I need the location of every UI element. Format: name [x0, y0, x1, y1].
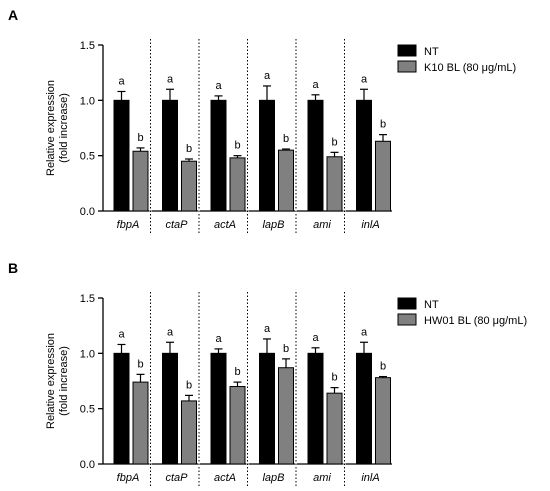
y-tick-label: 0.0	[80, 459, 95, 471]
bar-treated	[229, 157, 246, 212]
y-tick-label: 0.0	[80, 206, 95, 218]
bar-treated	[326, 392, 343, 465]
bar-treated	[278, 149, 294, 212]
significance-letter: b	[186, 143, 192, 155]
significance-letter: a	[361, 73, 368, 85]
x-category-label: ctaP	[165, 472, 188, 484]
panel-label: A	[8, 7, 18, 23]
bar-treated	[229, 386, 246, 465]
bar-nt	[307, 99, 324, 212]
bar-treated	[132, 150, 149, 212]
significance-letter: b	[380, 361, 386, 373]
bar-nt	[356, 99, 372, 212]
chart-panel-b: B 0.0 0.5 1.0 1.5 Relative expression (fold in…	[8, 260, 527, 486]
x-category-label: actA	[214, 472, 236, 484]
bar-nt	[162, 99, 178, 212]
y-axis-title-line2: (fold increase)	[58, 93, 70, 163]
bar-treated	[181, 400, 197, 465]
significance-letter: a	[215, 80, 222, 92]
y-axis-title-line1: Relative expression	[45, 333, 57, 429]
significance-letter: a	[118, 75, 125, 87]
legend-swatch	[397, 44, 417, 57]
significance-letter: b	[234, 140, 240, 152]
significance-letter: a	[118, 328, 125, 340]
legend-label: NT	[424, 46, 439, 58]
bar-nt	[210, 99, 227, 212]
bar-nt	[259, 99, 275, 212]
x-category-label: fbpA	[117, 472, 140, 484]
significance-letter: b	[380, 119, 386, 131]
x-category-label: inlA	[361, 472, 379, 484]
significance-letter: b	[137, 132, 143, 144]
x-category-label: lapB	[262, 472, 284, 484]
bar-treated	[375, 377, 391, 465]
legend-swatch	[397, 313, 417, 326]
y-tick-label: 0.5	[80, 151, 95, 163]
x-category-label: actA	[214, 219, 236, 231]
legend-swatch	[397, 297, 417, 310]
bar-treated	[132, 381, 149, 465]
x-category-label: fbpA	[117, 219, 140, 231]
significance-letter: b	[331, 136, 337, 148]
x-category-label: inlA	[361, 219, 379, 231]
panel-label: B	[8, 260, 18, 276]
bar-treated	[326, 156, 343, 212]
y-axis-title-line1: Relative expression	[45, 80, 57, 176]
significance-letter: a	[264, 70, 271, 82]
bar-nt	[210, 352, 227, 465]
legend: NT K10 BL (80 μg/mL)	[397, 44, 516, 74]
significance-letter: b	[234, 366, 240, 378]
y-tick-label: 1.0	[80, 95, 95, 107]
y-axis-title-line2: (fold increase)	[58, 346, 70, 416]
legend-label: K10 BL (80 μg/mL)	[424, 62, 516, 74]
bar-treated	[278, 367, 294, 465]
significance-letter: a	[312, 79, 319, 91]
bar-nt	[162, 352, 178, 465]
significance-letter: b	[283, 133, 289, 145]
y-tick-label: 1.0	[80, 348, 95, 360]
y-tick-label: 1.5	[80, 293, 95, 305]
significance-letter: b	[283, 343, 289, 355]
x-category-label: lapB	[262, 219, 284, 231]
significance-letter: a	[215, 333, 222, 345]
bar-nt	[113, 352, 130, 465]
significance-letter: a	[361, 326, 368, 338]
significance-letter: b	[137, 358, 143, 370]
bar-nt	[259, 352, 275, 465]
legend-label: NT	[424, 299, 439, 311]
bar-nt	[307, 352, 324, 465]
significance-letter: b	[331, 372, 337, 384]
x-category-label: ctaP	[165, 219, 188, 231]
significance-letter: a	[312, 332, 319, 344]
significance-letter: a	[167, 73, 174, 85]
legend: NT HW01 BL (80 μg/mL)	[397, 297, 527, 327]
legend-label: HW01 BL (80 μg/mL)	[424, 315, 527, 327]
x-category-label: ami	[313, 472, 331, 484]
significance-letter: b	[186, 379, 192, 391]
bar-treated	[375, 140, 391, 212]
bar-treated	[181, 160, 197, 212]
bar-nt	[113, 99, 130, 212]
legend-swatch	[397, 60, 417, 73]
bar-nt	[356, 352, 372, 465]
significance-letter: a	[167, 326, 174, 338]
significance-letter: a	[264, 323, 271, 335]
y-tick-label: 0.5	[80, 404, 95, 416]
chart-panel-a: A 0.0 0.5 1.0 1.5 Relative expression (fold in…	[8, 7, 516, 233]
x-category-label: ami	[313, 219, 331, 231]
y-tick-label: 1.5	[80, 40, 95, 52]
